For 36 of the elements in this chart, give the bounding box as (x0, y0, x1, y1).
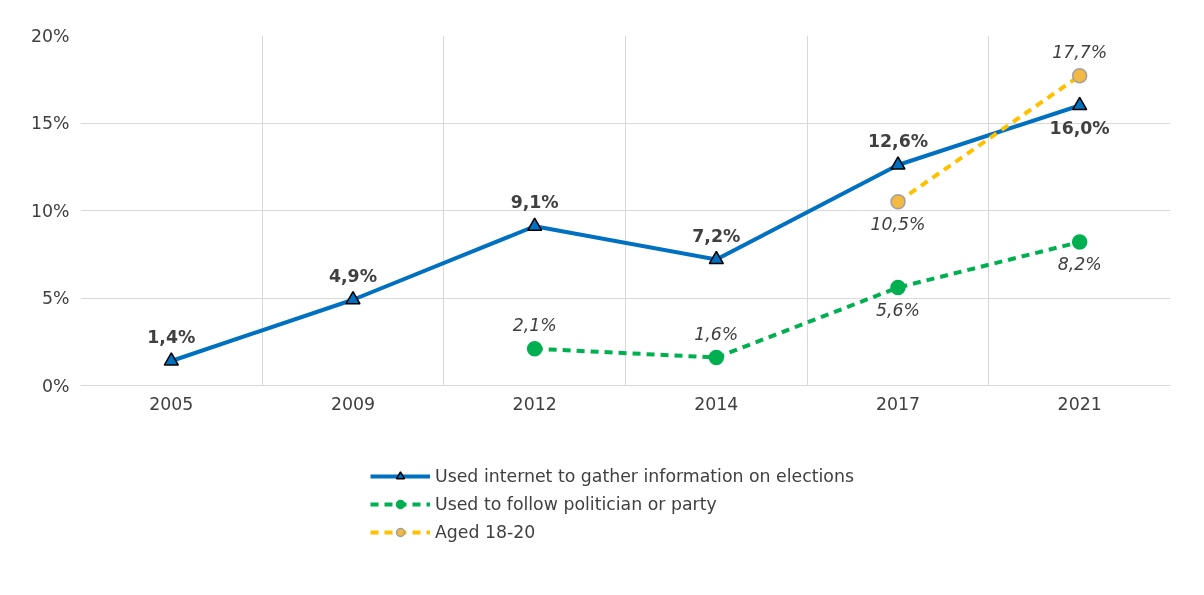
point (890, 279, 906, 296)
data-label: 10,5% (870, 213, 926, 234)
x-tick-label: 2017 (875, 393, 921, 414)
y-tick-label: 5% (42, 288, 70, 308)
data-label: 1,4% (147, 327, 196, 347)
x-tick-label: 2005 (149, 393, 194, 414)
x-tick-label: 2014 (694, 393, 739, 414)
point (708, 250, 725, 265)
data-label: 7,2% (692, 225, 741, 246)
y-tick-label: 15% (30, 113, 70, 133)
point (708, 349, 725, 366)
data-label: 17,7% (1052, 41, 1108, 62)
legend-label: Used to follow politician or party (435, 494, 717, 514)
point (1071, 96, 1088, 111)
data-label: 2,1% (512, 314, 557, 335)
legend-label: Used internet to gather information on elections (435, 466, 854, 486)
point (1071, 234, 1088, 250)
y-tick-label: 10% (30, 200, 70, 221)
data-label: 4,9% (328, 265, 378, 286)
y-tick-label: 20% (30, 25, 70, 46)
x-tick-label: 2012 (512, 393, 557, 414)
legend-label: Aged 18-20 (435, 522, 536, 542)
point (345, 290, 361, 305)
point (526, 217, 543, 232)
y-tick-label: 0% (42, 375, 70, 396)
point (526, 341, 543, 357)
data-label: 8,2% (1057, 254, 1102, 274)
x-tick-label: 2009 (330, 393, 376, 414)
data-label: 12,6% (867, 131, 929, 151)
x-tick-label: 2021 (1057, 393, 1102, 414)
point (163, 352, 180, 366)
point (890, 156, 906, 170)
data-label: 5,6% (875, 299, 921, 320)
data-label: 9,1% (510, 192, 559, 213)
data-label: 1,6% (694, 323, 739, 344)
data-label: 16,0% (1049, 117, 1110, 138)
